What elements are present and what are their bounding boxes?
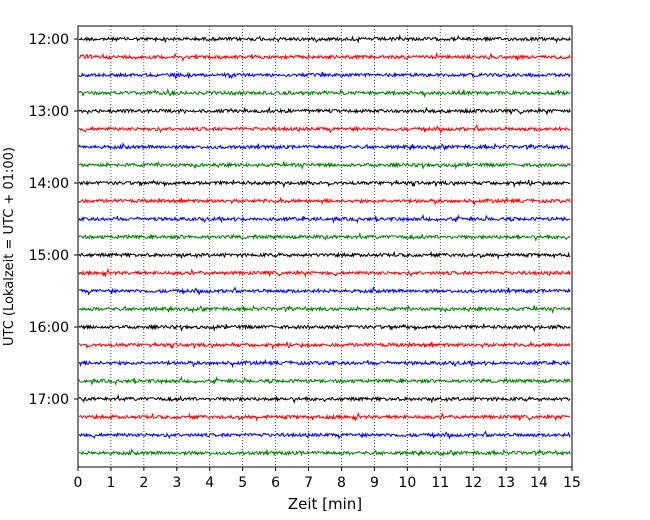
- x-tick-label: 3: [172, 475, 181, 491]
- traces: [78, 34, 571, 458]
- x-axis-title: Zeit [min]: [288, 495, 362, 513]
- trace-1745: [78, 448, 571, 458]
- x-tick-label: 13: [497, 475, 515, 491]
- trace-1230: [78, 71, 571, 81]
- x-tick-label: 9: [370, 475, 379, 491]
- y-tick-label: 16:00: [29, 320, 69, 336]
- y-tick-label: 17:00: [29, 392, 69, 408]
- x-tick-label: 5: [238, 475, 247, 491]
- x-tick-label: 10: [398, 475, 416, 491]
- x-tick-label: 15: [563, 475, 581, 491]
- trace-1345: [78, 160, 571, 170]
- x-axis: 0 1 2 3 4 5 6 7 8 9 10 11 12 13 14 15: [74, 467, 581, 491]
- x-tick-label: 7: [304, 475, 313, 491]
- trace-1730: [78, 430, 571, 440]
- x-tick-label: 6: [271, 475, 280, 491]
- y-tick-label: 12:00: [29, 32, 69, 48]
- plot-frame: [77, 25, 573, 468]
- trace-1300: [78, 106, 571, 117]
- trace-1600: [78, 323, 571, 333]
- trace-1215: [78, 51, 571, 63]
- x-tick-label: 2: [139, 475, 148, 491]
- y-tick-label: 13:00: [29, 104, 69, 120]
- trace-1515: [78, 267, 571, 279]
- x-tick-label: 0: [74, 475, 83, 491]
- trace-1315: [78, 124, 571, 134]
- y-tick-label: 14:00: [29, 176, 69, 192]
- trace-1330: [78, 142, 571, 152]
- x-tick-label: 14: [530, 475, 548, 491]
- trace-1245: [78, 87, 571, 98]
- trace-1530: [78, 286, 571, 296]
- trace-1415: [78, 196, 571, 207]
- trace-1700: [78, 394, 571, 404]
- x-tick-label: 8: [337, 475, 346, 491]
- trace-1500: [78, 250, 571, 260]
- trace-1545: [78, 304, 571, 314]
- x-tick-label: 1: [106, 475, 115, 491]
- trace-1630: [78, 358, 571, 369]
- x-tick-label: 12: [464, 475, 482, 491]
- y-axis: 12:00 13:00 14:00 15:00 16:00 17:00: [29, 32, 78, 408]
- y-axis-title: UTC (Lokalzeit = UTC + 01:00): [2, 147, 17, 346]
- x-tick-label: 11: [431, 475, 449, 491]
- trace-1715: [78, 411, 571, 423]
- trace-1615: [78, 340, 571, 350]
- x-tick-label: 4: [205, 475, 214, 491]
- trace-1645: [78, 375, 571, 387]
- trace-1200: [78, 34, 571, 44]
- y-tick-label: 15:00: [29, 248, 69, 264]
- trace-1430: [78, 213, 571, 225]
- trace-1445: [78, 232, 571, 242]
- trace-1400: [78, 179, 571, 189]
